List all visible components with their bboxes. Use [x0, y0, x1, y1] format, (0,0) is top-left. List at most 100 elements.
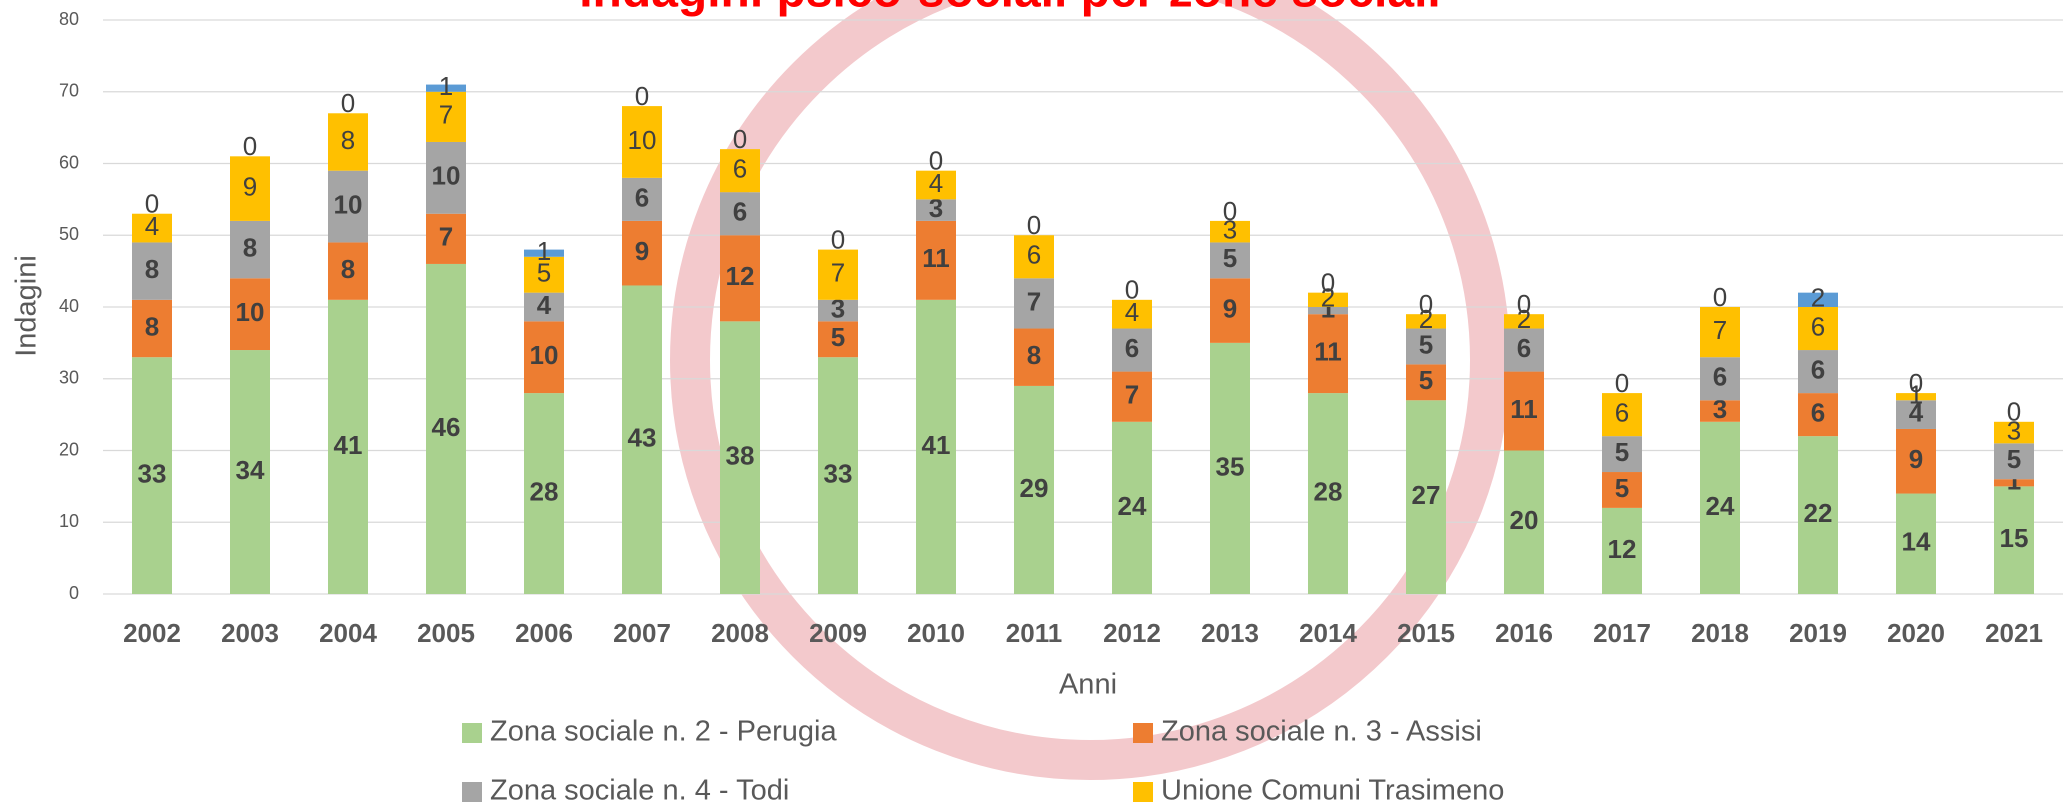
data-label: 6: [733, 197, 747, 227]
data-label: 35: [1216, 451, 1245, 481]
y-tick-label: 0: [69, 583, 79, 603]
chart-title: Indagini psico-sociali per zone sociali: [579, 0, 1441, 18]
data-label: 10: [432, 161, 461, 191]
x-tick-label: 2021: [1985, 618, 2043, 648]
x-tick-label: 2013: [1201, 618, 1259, 648]
data-label: 5: [1615, 437, 1629, 467]
data-label: 11: [922, 243, 950, 273]
data-label: 9: [1909, 444, 1923, 474]
data-label: 0: [1027, 210, 1041, 240]
x-tick-label: 2007: [613, 618, 671, 648]
data-label: 0: [1909, 368, 1923, 398]
x-tick-label: 2011: [1006, 618, 1062, 648]
y-tick-label: 60: [59, 152, 79, 172]
data-label: 0: [2007, 397, 2021, 427]
data-label: 29: [1020, 473, 1049, 503]
chart: Indagini psico-sociali per zone sociali …: [0, 0, 2069, 808]
data-label: 0: [1321, 268, 1335, 298]
x-tick-label: 2019: [1789, 618, 1847, 648]
data-label: 5: [1419, 365, 1433, 395]
data-label: 5: [2007, 444, 2021, 474]
data-label: 11: [1510, 394, 1538, 424]
data-label: 6: [1811, 311, 1825, 341]
data-label: 4: [537, 290, 552, 320]
x-tick-label: 2014: [1299, 618, 1357, 648]
data-label: 2: [1811, 283, 1825, 313]
legend-label: Zona sociale n. 4 - Todi: [490, 775, 789, 807]
data-label: 33: [138, 458, 167, 488]
data-label: 38: [726, 441, 755, 471]
data-label: 41: [334, 430, 363, 460]
data-label: 6: [1811, 398, 1825, 428]
x-tick-label: 2017: [1593, 618, 1651, 648]
data-label: 15: [2000, 523, 2029, 553]
y-axis-label: Indagini: [11, 255, 43, 357]
data-label: 5: [1615, 473, 1629, 503]
y-tick-label: 10: [59, 511, 79, 531]
data-label: 6: [635, 182, 649, 212]
y-tick-label: 80: [59, 9, 79, 29]
data-label: 46: [432, 412, 461, 442]
data-label: 7: [439, 222, 453, 252]
data-label: 7: [1027, 286, 1041, 316]
data-label: 10: [530, 340, 559, 370]
data-label: 1: [439, 71, 453, 101]
data-label: 14: [1902, 527, 1931, 557]
data-label: 24: [1118, 491, 1147, 521]
y-tick-label: 30: [59, 368, 79, 388]
data-label: 7: [439, 100, 453, 130]
y-tick-label: 20: [59, 439, 79, 459]
x-tick-label: 2008: [711, 618, 769, 648]
data-label: 0: [929, 146, 943, 176]
data-label: 0: [1517, 289, 1531, 319]
x-tick-label: 2009: [809, 618, 867, 648]
data-label: 6: [1027, 240, 1041, 270]
data-label: 5: [831, 322, 845, 352]
data-label: 34: [236, 455, 265, 485]
data-label: 6: [1517, 333, 1531, 363]
data-label: 10: [236, 297, 265, 327]
data-label: 6: [1125, 333, 1139, 363]
data-label: 0: [145, 189, 159, 219]
x-tick-label: 2004: [319, 618, 377, 648]
data-label: 5: [1223, 243, 1237, 273]
y-tick-label: 70: [59, 81, 79, 101]
data-label: 6: [1713, 362, 1727, 392]
x-tick-label: 2005: [417, 618, 475, 648]
data-label: 12: [726, 261, 755, 291]
data-label: 9: [635, 236, 649, 266]
data-label: 28: [1314, 476, 1343, 506]
x-tick-label: 2002: [123, 618, 181, 648]
data-label: 9: [243, 171, 257, 201]
x-axis-label: Anni: [1059, 669, 1117, 701]
legend-swatch: [462, 782, 482, 802]
data-label: 7: [1713, 315, 1727, 345]
x-tick-label: 2010: [907, 618, 965, 648]
data-label: 12: [1608, 534, 1637, 564]
data-label: 8: [243, 232, 257, 262]
legend-label: Zona sociale n. 3 - Assisi: [1161, 716, 1482, 748]
data-label: 0: [831, 224, 845, 254]
y-tick-label: 50: [59, 224, 79, 244]
data-label: 8: [1027, 340, 1041, 370]
data-label: 0: [1223, 196, 1237, 226]
data-label: 33: [824, 458, 853, 488]
data-label: 6: [1615, 398, 1629, 428]
data-label: 0: [1419, 289, 1433, 319]
data-label: 0: [1125, 275, 1139, 305]
data-label: 43: [628, 423, 657, 453]
data-label: 0: [635, 81, 649, 111]
legend-swatch: [1133, 782, 1153, 802]
data-label: 0: [1615, 368, 1629, 398]
legend-swatch: [1133, 723, 1153, 743]
data-label: 7: [831, 258, 845, 288]
legend-label: Zona sociale n. 2 - Perugia: [490, 716, 837, 748]
data-label: 6: [733, 154, 747, 184]
data-label: 8: [341, 125, 355, 155]
x-tick-label: 2012: [1103, 618, 1161, 648]
data-label: 10: [334, 189, 363, 219]
data-label: 9: [1223, 293, 1237, 323]
data-label: 24: [1706, 491, 1735, 521]
data-label: 8: [145, 311, 159, 341]
data-label: 0: [341, 88, 355, 118]
